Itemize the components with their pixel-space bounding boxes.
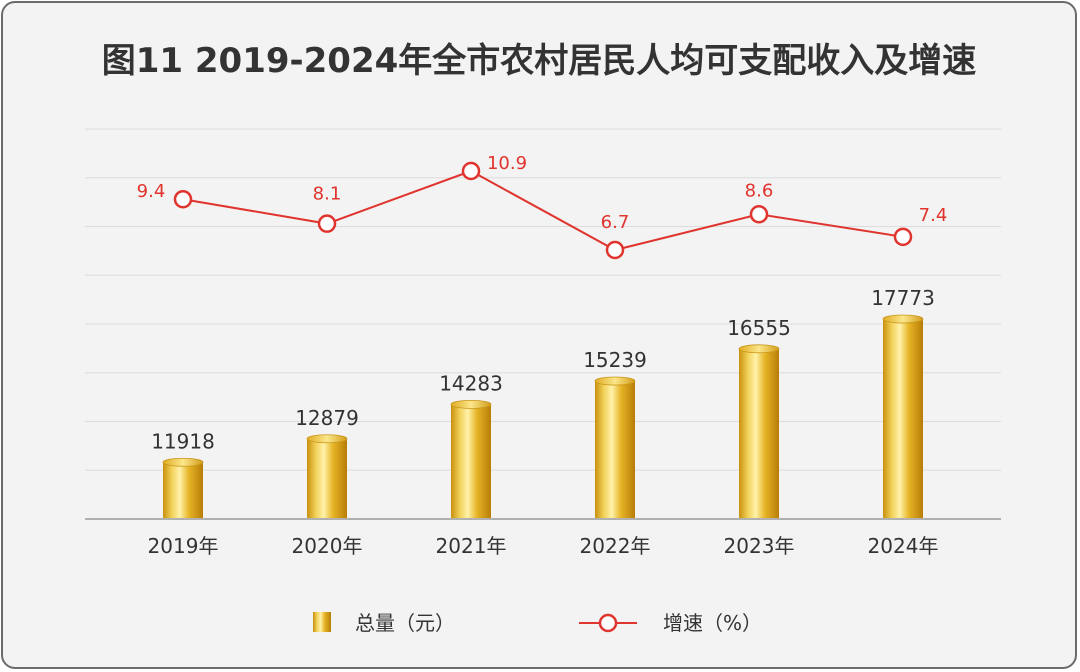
bar: [594, 376, 636, 519]
bar-cap: [738, 344, 780, 354]
legend-line-label: 增速（%）: [663, 611, 762, 635]
bar-value-label: 17773: [871, 286, 935, 310]
x-tick-label: 2022年: [580, 534, 651, 558]
growth-line: [182, 169, 904, 252]
x-tick-label: 2020年: [292, 534, 363, 558]
bar: [306, 434, 348, 519]
bar-value-label: 11918: [151, 429, 215, 453]
bar-value-label: 14283: [439, 371, 503, 395]
growth-point: [461, 161, 481, 181]
growth-line-series: 9.4 8.1 10.9 6.7 8.6 7.4: [137, 153, 948, 260]
growth-value-label: 8.6: [745, 180, 774, 201]
growth-value-label: 6.7: [601, 212, 630, 233]
growth-value-label: 10.9: [487, 153, 527, 174]
legend: 总量（元） 增速（%）: [313, 611, 762, 635]
bar-cap: [594, 376, 636, 386]
bar-value-label: 16555: [727, 316, 791, 340]
growth-point: [749, 205, 769, 224]
legend-line-marker: [598, 613, 618, 633]
chart-title: 图11 2019-2024年全市农村居民人均可支配收入及增速: [101, 41, 977, 81]
bar: [162, 457, 204, 519]
bar-body: [451, 404, 491, 519]
bar-cap: [162, 457, 204, 467]
grid-lines: [85, 128, 1001, 471]
bar-body: [739, 348, 779, 519]
growth-value-label: 9.4: [137, 181, 166, 202]
bar: [738, 344, 780, 519]
combo-chart: 11918 12879 14283 15239 16555 17773 9.4 8.1 10.…: [85, 128, 1001, 635]
bar-cap: [306, 434, 348, 444]
bar-cap: [450, 400, 492, 409]
x-tick-label: 2024年: [868, 534, 939, 558]
bar-value-label: 12879: [295, 406, 359, 430]
bar-cap: [882, 314, 924, 324]
bar-series: 11918 12879 14283 15239 16555 17773: [151, 286, 935, 519]
bar-body: [307, 438, 347, 519]
bar-body: [595, 381, 635, 519]
x-tick-label: 2023年: [724, 534, 795, 558]
x-axis: 2019年 2020年 2021年 2022年 2023年 2024年: [85, 518, 1001, 558]
legend-bar-label: 总量（元）: [355, 611, 455, 635]
x-tick-label: 2021年: [436, 534, 507, 558]
bar: [882, 314, 924, 519]
bar-value-label: 15239: [583, 348, 647, 372]
growth-point: [893, 227, 913, 247]
bar-body: [163, 462, 203, 519]
growth-point: [173, 189, 193, 209]
growth-point: [605, 240, 625, 260]
growth-point: [317, 214, 337, 233]
bar: [450, 400, 492, 519]
x-tick-label: 2019年: [148, 534, 219, 558]
growth-value-label: 7.4: [919, 205, 948, 226]
bar-body: [883, 319, 923, 519]
legend-bar-swatch: [313, 612, 331, 632]
growth-value-label: 8.1: [313, 184, 342, 205]
